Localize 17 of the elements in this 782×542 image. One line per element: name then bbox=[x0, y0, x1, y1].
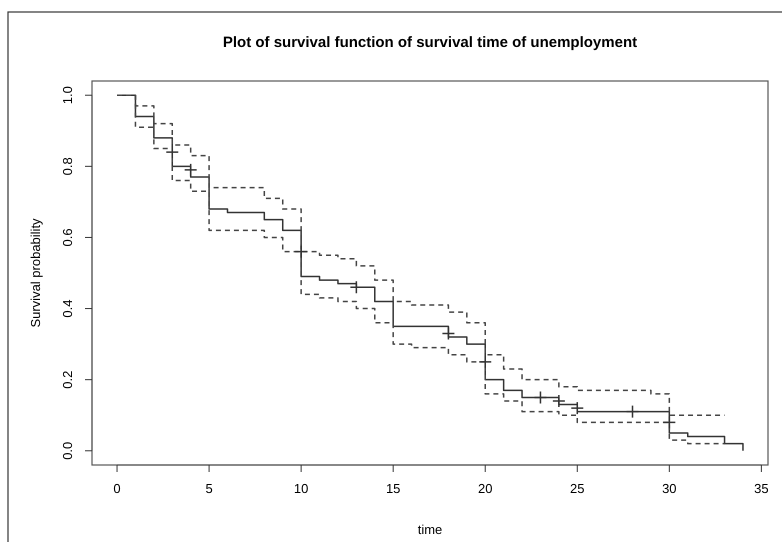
x-tick-label: 25 bbox=[570, 481, 585, 496]
x-tick-label: 35 bbox=[754, 481, 769, 496]
y-tick-label: 0.4 bbox=[60, 300, 75, 318]
y-tick-label: 0.6 bbox=[60, 228, 75, 246]
x-tick-label: 10 bbox=[294, 481, 308, 496]
x-tick-label: 5 bbox=[205, 481, 213, 496]
x-axis-title: time bbox=[418, 522, 442, 537]
chart-title: Plot of survival function of survival time of unemployment bbox=[222, 34, 638, 51]
y-axis-title: Survival probability bbox=[28, 218, 43, 328]
x-tick-label: 15 bbox=[386, 481, 400, 496]
y-tick-label: 1.0 bbox=[60, 86, 75, 104]
y-tick-label: 0.8 bbox=[60, 157, 75, 176]
y-tick-label: 0.2 bbox=[60, 370, 75, 389]
x-tick-label: 20 bbox=[478, 481, 492, 496]
x-tick-label: 30 bbox=[662, 481, 677, 496]
x-tick-label: 0 bbox=[113, 481, 121, 496]
y-tick-label: 0.0 bbox=[60, 442, 75, 460]
